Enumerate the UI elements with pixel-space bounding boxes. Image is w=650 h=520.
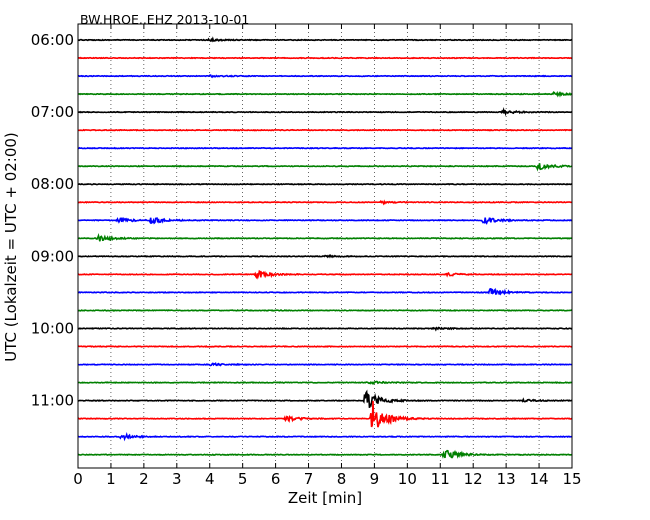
trace-1115 bbox=[77, 400, 573, 428]
trace-1015 bbox=[77, 345, 573, 348]
trace-0845 bbox=[77, 232, 573, 242]
trace-0615 bbox=[77, 56, 573, 60]
x-tick-label: 2 bbox=[139, 470, 149, 488]
x-tick-label: 9 bbox=[370, 470, 380, 488]
y-tick-label: 08:00 bbox=[31, 175, 74, 193]
x-tick-label: 15 bbox=[562, 470, 581, 488]
trace-0815 bbox=[77, 199, 573, 206]
chart-title: BW.HROE..EHZ 2013-10-01 bbox=[80, 12, 249, 27]
y-tick-label: 10:00 bbox=[31, 319, 74, 337]
x-tick-label: 7 bbox=[304, 470, 314, 488]
trace-1100 bbox=[77, 389, 573, 409]
trace-1130 bbox=[77, 431, 573, 442]
x-tick-label: 14 bbox=[530, 470, 549, 488]
trace-0645 bbox=[77, 90, 573, 98]
x-tick-label: 8 bbox=[337, 470, 347, 488]
trace-0715 bbox=[77, 128, 573, 132]
trace-0730 bbox=[77, 146, 573, 150]
x-tick-label: 3 bbox=[172, 470, 182, 488]
y-tick-label: 11:00 bbox=[31, 392, 74, 410]
trace-0700 bbox=[77, 106, 573, 117]
x-tick-label: 6 bbox=[271, 470, 281, 488]
trace-0745 bbox=[77, 163, 573, 172]
trace-0915 bbox=[77, 269, 573, 280]
x-tick-label: 1 bbox=[106, 470, 116, 488]
trace-1000 bbox=[77, 326, 573, 332]
trace-1030 bbox=[77, 362, 573, 367]
y-tick-label: 09:00 bbox=[31, 247, 74, 265]
trace-0945 bbox=[77, 308, 573, 312]
x-tick-label: 10 bbox=[398, 470, 417, 488]
y-axis-ticks: 06:00 07:00 08:00 09:00 10:00 11:00 bbox=[31, 31, 572, 410]
trace-0900 bbox=[77, 254, 573, 259]
trace-0600 bbox=[77, 36, 573, 43]
plot-frame bbox=[77, 23, 573, 469]
x-tick-label: 13 bbox=[497, 470, 516, 488]
x-tick-label: 0 bbox=[73, 470, 83, 488]
x-tick-label: 5 bbox=[238, 470, 248, 488]
trace-1045 bbox=[77, 380, 573, 385]
trace-0800 bbox=[77, 182, 573, 186]
trace-0630 bbox=[77, 74, 573, 79]
x-tick-label: 4 bbox=[205, 470, 215, 488]
trace-1145 bbox=[77, 449, 573, 459]
x-tick-label: 11 bbox=[431, 470, 450, 488]
trace-0930 bbox=[77, 287, 573, 296]
x-axis-ticks: 0 1 2 3 4 5 6 7 8 9 10 11 12 13 14 15 bbox=[73, 24, 582, 488]
y-tick-label: 07:00 bbox=[31, 103, 74, 121]
trace-0830 bbox=[77, 217, 573, 225]
y-axis-label: UTC (Lokalzeit = UTC + 02:00) bbox=[2, 132, 20, 362]
y-tick-label: 06:00 bbox=[31, 31, 74, 49]
trace-layer bbox=[77, 36, 573, 459]
x-axis-label: Zeit [min] bbox=[288, 489, 362, 507]
x-tick-label: 12 bbox=[464, 470, 483, 488]
